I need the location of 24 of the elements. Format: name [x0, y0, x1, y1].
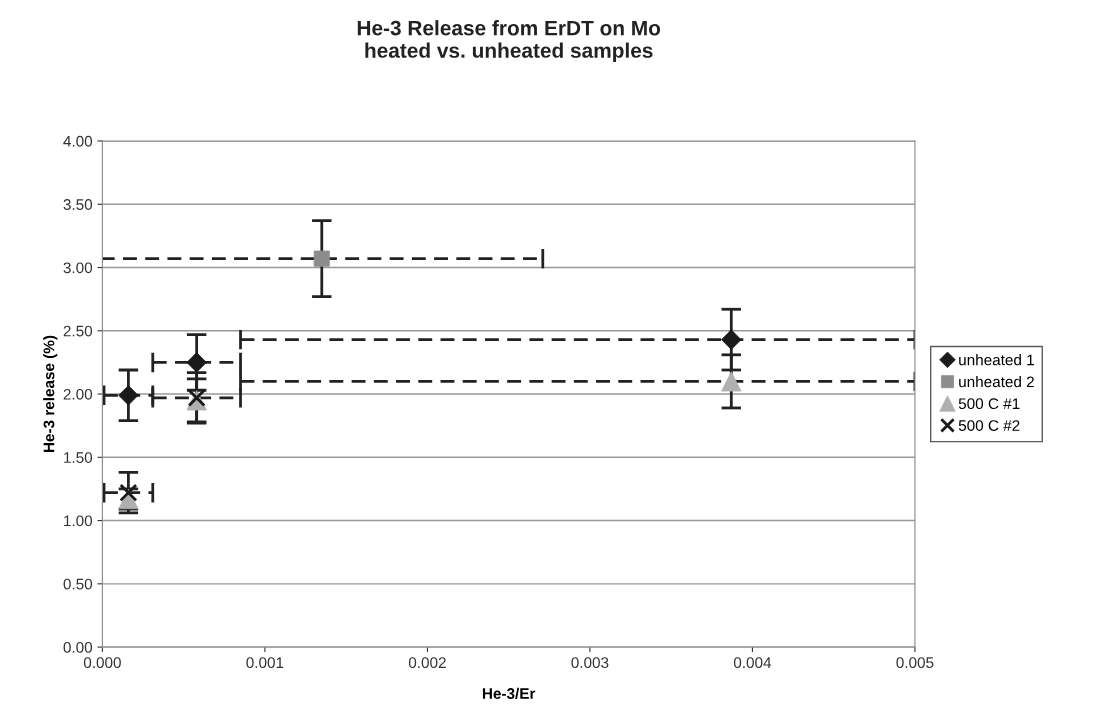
- x-tick-label: 0.001: [246, 657, 284, 669]
- y-tick-label: 0.00: [63, 641, 93, 653]
- x-tick-label: 0.000: [83, 657, 121, 669]
- point: [119, 483, 138, 502]
- x-tick-label: 0.005: [896, 657, 934, 669]
- y-tick-label: 4.00: [63, 135, 93, 147]
- legend-label: unheated 2: [959, 375, 1034, 388]
- y-axis-title: He-3 release (%): [43, 335, 58, 453]
- legend-label: unheated 1: [959, 354, 1034, 366]
- x-tick-label: 0.002: [408, 657, 446, 669]
- point: [187, 388, 206, 407]
- chart-title: He-3 Release from ErDT on Mo heated vs. unheated samples: [357, 20, 661, 62]
- y-tick-label: 2.00: [63, 388, 93, 400]
- x-tick-label: 0.004: [733, 657, 772, 669]
- y-tick-label: 2.50: [63, 325, 93, 337]
- y-tick-label: 1.00: [64, 515, 93, 527]
- legend-label: 500 C #1: [958, 398, 1020, 410]
- x-tick-label: 0.003: [571, 657, 609, 669]
- y-tick-label: 3.00: [63, 262, 93, 274]
- y-tick-label: 1.50: [64, 452, 93, 463]
- y-tick-label: 0.50: [63, 578, 93, 590]
- x-axis-title: He-3/Er: [482, 687, 536, 700]
- y-tick-label: 3.50: [63, 199, 93, 210]
- legend-label: 500 C #2: [958, 420, 1020, 431]
